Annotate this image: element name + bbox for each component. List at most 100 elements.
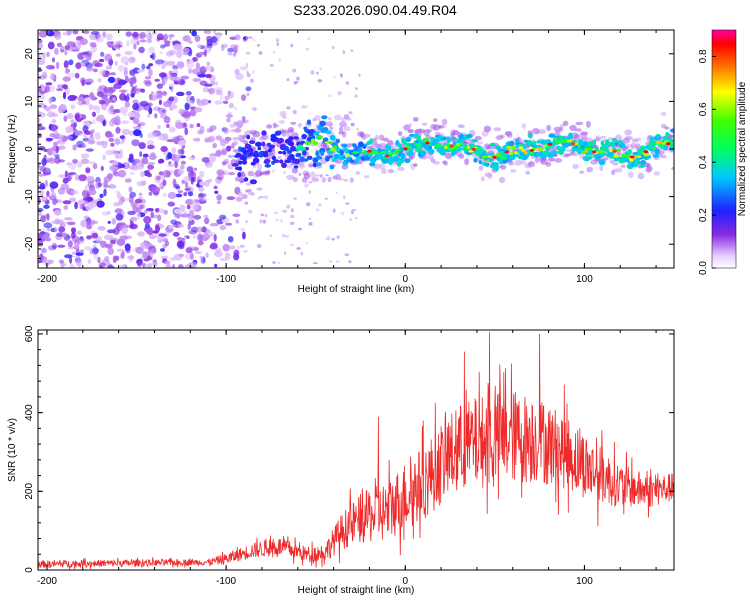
noise-blob <box>245 51 251 55</box>
signal-blob <box>382 158 389 164</box>
noise-blob <box>135 246 144 255</box>
signal-blob <box>321 177 326 183</box>
noise-blob <box>43 148 49 152</box>
noise-blob <box>138 192 143 196</box>
signal-blob <box>339 149 344 156</box>
noise-blob <box>178 169 185 175</box>
y-tick-label: 20 <box>24 48 35 60</box>
noise-blob <box>81 79 85 87</box>
noise-blob <box>340 211 345 216</box>
signal-blob <box>562 120 569 127</box>
noise-blob <box>263 195 268 199</box>
noise-blob <box>62 200 72 205</box>
noise-blob <box>149 251 154 258</box>
noise-blob <box>227 52 233 56</box>
noise-blob <box>118 198 124 206</box>
signal-blob <box>315 150 320 157</box>
noise-blob <box>248 209 253 214</box>
signal-blob <box>483 125 491 133</box>
noise-blob <box>109 72 117 76</box>
noise-blob <box>189 252 194 260</box>
signal-blob <box>509 161 514 166</box>
noise-blob <box>226 145 231 152</box>
noise-blob <box>269 64 274 67</box>
noise-blob <box>290 243 294 246</box>
signal-blob <box>399 157 405 164</box>
signal-blob <box>463 141 469 145</box>
noise-blob <box>226 196 236 201</box>
noise-blob <box>185 247 193 254</box>
noise-blob <box>105 243 113 249</box>
noise-blob <box>89 92 94 98</box>
signal-blob <box>225 137 232 142</box>
noise-blob <box>63 205 69 211</box>
noise-blob <box>38 207 44 213</box>
noise-blob <box>148 234 157 240</box>
signal-blob <box>277 137 284 143</box>
noise-blob <box>121 227 128 235</box>
noise-blob <box>283 170 286 175</box>
noise-blob <box>163 209 168 215</box>
noise-blob <box>200 257 204 264</box>
noise-blob <box>203 180 210 187</box>
noise-blob <box>55 145 59 154</box>
noise-blob <box>196 226 203 233</box>
chart-title: S233.2026.090.04.49.R04 <box>293 2 457 18</box>
noise-blob <box>54 130 59 135</box>
noise-blob <box>115 126 121 134</box>
signal-blob <box>358 141 364 147</box>
noise-blob <box>66 41 75 46</box>
noise-blob <box>190 170 194 177</box>
noise-blob <box>130 93 135 98</box>
noise-blob <box>316 71 319 75</box>
noise-blob <box>227 111 232 115</box>
noise-blob <box>162 192 167 198</box>
noise-blob <box>250 78 254 83</box>
signal-blob <box>415 147 423 153</box>
noise-blob <box>57 244 66 248</box>
noise-blob <box>150 211 154 219</box>
signal-blob <box>432 124 441 131</box>
signal-blob <box>478 160 483 165</box>
signal-blob <box>616 148 621 152</box>
noise-blob <box>308 190 311 194</box>
noise-blob <box>139 31 147 39</box>
noise-blob <box>72 30 79 35</box>
noise-blob <box>304 183 309 188</box>
noise-blob <box>179 136 184 140</box>
noise-blob <box>233 249 240 256</box>
signal-blob <box>223 127 230 134</box>
signal-blob <box>452 149 457 155</box>
noise-blob <box>175 119 182 127</box>
signal-blob <box>612 162 619 166</box>
signal-blob <box>392 151 399 155</box>
signal-blob <box>640 160 647 165</box>
noise-blob <box>128 77 137 85</box>
signal-blob <box>235 196 243 202</box>
noise-blob <box>127 255 135 260</box>
noise-blob <box>115 53 121 57</box>
signal-blob <box>334 114 342 121</box>
signal-blob <box>466 134 473 139</box>
noise-blob <box>325 238 330 241</box>
noise-blob <box>215 89 223 96</box>
signal-blob <box>478 165 484 171</box>
signal-blob <box>547 157 556 162</box>
noise-blob <box>174 76 181 82</box>
signal-blob <box>274 124 280 128</box>
noise-blob <box>259 219 263 224</box>
noise-blob <box>204 65 214 71</box>
signal-blob <box>599 165 604 172</box>
noise-blob <box>348 111 353 115</box>
signal-blob <box>447 148 455 151</box>
noise-blob <box>51 124 57 133</box>
signal-blob <box>403 147 408 151</box>
signal-blob <box>630 142 637 149</box>
noise-blob <box>205 73 212 79</box>
signal-blob <box>621 142 626 149</box>
noise-blob <box>193 167 198 171</box>
colorbar: 0.0 0.2 0.4 0.6 0.8 Normalized spectral ampl… <box>698 29 748 275</box>
noise-blob <box>286 204 291 209</box>
noise-blob <box>134 111 141 120</box>
noise-blob <box>125 31 133 37</box>
